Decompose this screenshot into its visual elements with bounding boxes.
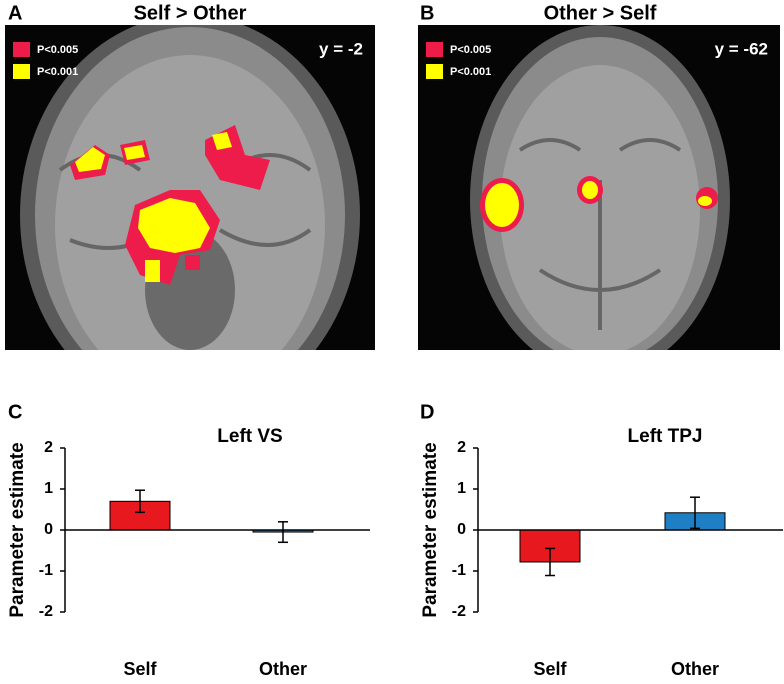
brain-image <box>5 25 375 350</box>
brain-image <box>418 25 780 350</box>
x-tick-label: Other <box>671 659 719 679</box>
legend-swatch <box>426 64 443 79</box>
y-tick-label: 2 <box>44 439 53 456</box>
panel-title: Other > Self <box>544 2 657 24</box>
y-tick-label: -2 <box>452 603 466 620</box>
panel-letter: B <box>420 2 434 24</box>
legend-label: P<0.005 <box>450 44 491 56</box>
y-tick-label: 1 <box>44 480 53 497</box>
panel-letter: D <box>420 401 434 423</box>
y-axis-label: Parameter estimate <box>420 442 441 617</box>
legend-swatch <box>13 42 30 57</box>
y-tick-label: -1 <box>39 562 53 579</box>
legend-swatch <box>13 64 30 79</box>
y-tick-label: -2 <box>39 603 53 620</box>
y-tick-label: 0 <box>44 521 53 538</box>
x-tick-label: Other <box>259 659 307 679</box>
y-axis-label: Parameter estimate <box>7 442 28 617</box>
x-tick-label: Self <box>533 659 567 679</box>
legend-swatch <box>426 42 443 57</box>
chart-title: Left VS <box>217 426 282 447</box>
slice-coordinate: y = -2 <box>319 39 363 58</box>
y-tick-label: 2 <box>457 439 466 456</box>
legend-label: P<0.001 <box>450 66 491 78</box>
chart-title: Left TPJ <box>628 426 703 447</box>
y-tick-label: -1 <box>452 562 466 579</box>
y-tick-label: 0 <box>457 521 466 538</box>
slice-coordinate: y = -62 <box>715 39 768 58</box>
panel-letter: C <box>8 401 22 423</box>
legend-label: P<0.001 <box>37 66 78 78</box>
panel-letter: A <box>8 2 22 24</box>
y-tick-label: 1 <box>457 480 466 497</box>
legend-label: P<0.005 <box>37 44 78 56</box>
x-tick-label: Self <box>123 659 157 679</box>
panel-title: Self > Other <box>134 2 247 24</box>
